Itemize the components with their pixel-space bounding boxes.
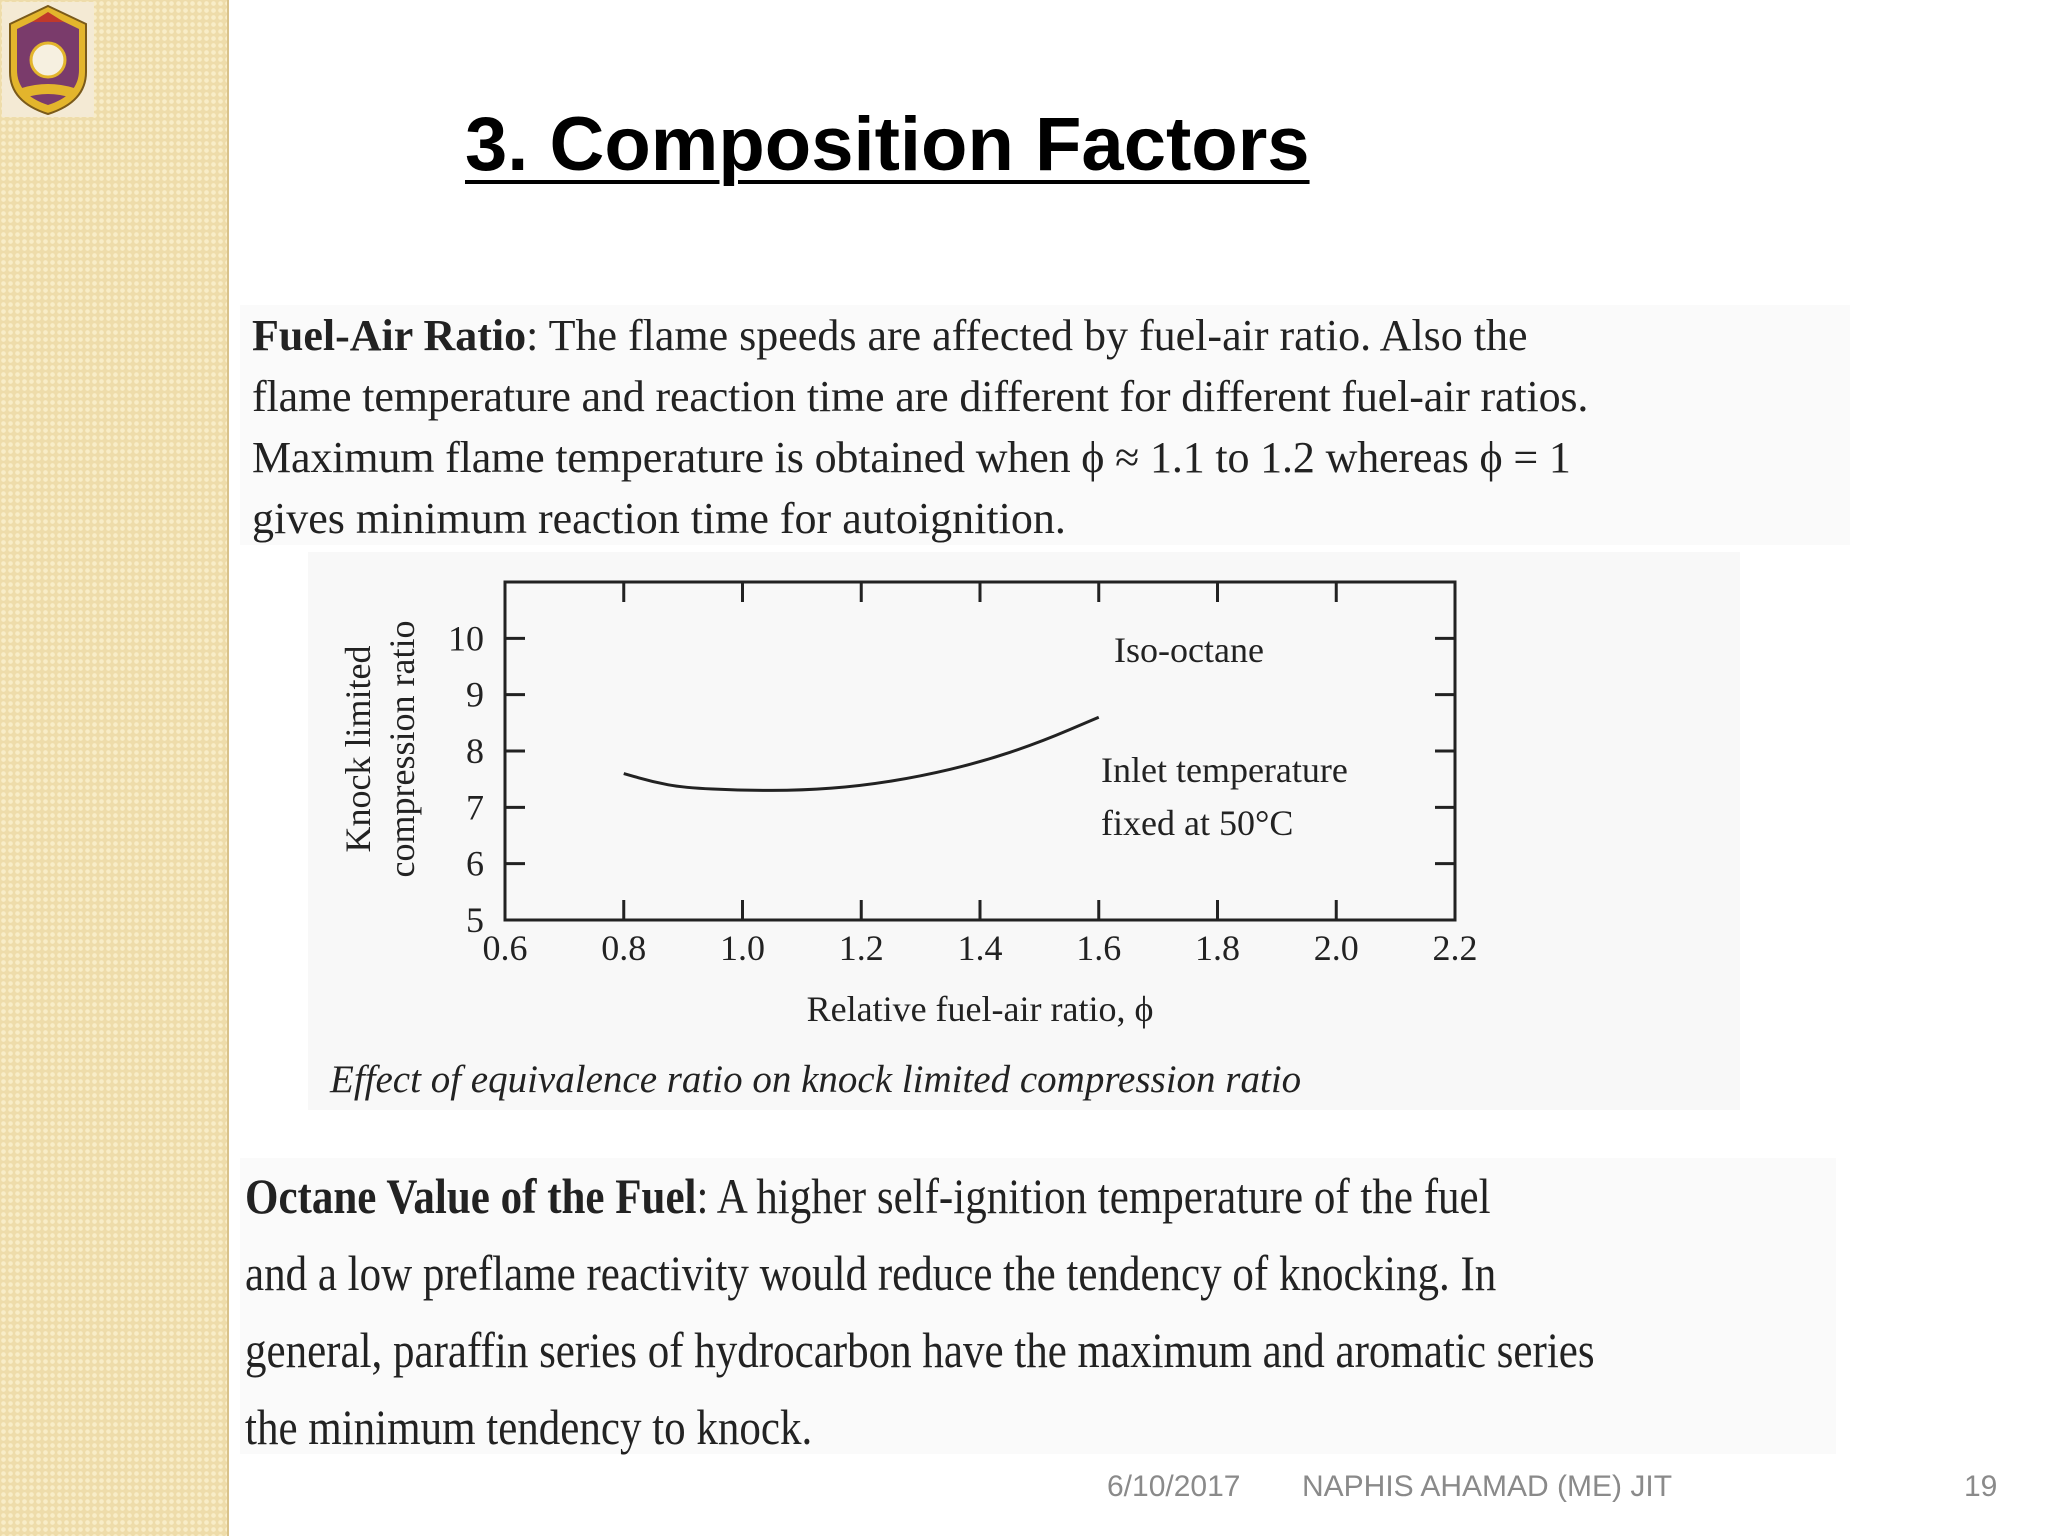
y-tick-label: 10 [448,618,484,658]
paragraph-line: the minimum tendency to knock. [245,1399,813,1455]
x-tick-label: 0.8 [601,928,646,968]
x-tick-label: 2.2 [1433,928,1478,968]
octane-value-paragraph: Octane Value of the Fuel: A higher self-… [240,1158,1836,1455]
x-tick-label: 2.0 [1314,928,1359,968]
slide-number: 19 [1964,1470,1998,1503]
fuel-air-ratio-paragraph: Fuel-Air Ratio: The flame speeds are aff… [240,305,1850,545]
paragraph-line: Maximum flame temperature is obtained wh… [252,433,1571,482]
knock-chart: 0.6 0.8 1.0 1.2 1.4 1.6 1.8 2.0 2.2 5 6 7 8 9 10 Iso-… [329,580,1478,1101]
paragraph-term: Fuel-Air Ratio [252,311,527,360]
paragraph-line: Fuel-Air Ratio: The flame speeds are aff… [252,305,1850,366]
paragraph-line: gives minimum reaction time for autoigni… [252,494,1066,543]
slide-title: 3. Composition Factors [465,102,1310,187]
x-tick-label: 0.6 [483,928,528,968]
x-tick-label: 1.0 [720,928,765,968]
paragraph-line: flame temperature and reaction time are … [252,372,1589,421]
y-tick-label: 7 [466,787,484,827]
footer-date: 6/10/2017 [1107,1470,1241,1503]
x-tick-label: 1.8 [1195,928,1240,968]
condition-annotation-line2: fixed at 50°C [1101,803,1293,843]
x-axis-label: Relative fuel-air ratio, ϕ [807,989,1154,1029]
x-tick-label: 1.2 [839,928,884,968]
paragraph-line: and a low preflame reactivity would redu… [245,1245,1497,1301]
x-axis-ticks: 0.6 0.8 1.0 1.2 1.4 1.6 1.8 2.0 2.2 [483,582,1478,968]
x-tick-label: 1.6 [1076,928,1121,968]
chart-caption: Effect of equivalence ratio on knock lim… [329,1058,1301,1101]
y-tick-label: 6 [466,844,484,884]
x-tick-label: 1.4 [958,928,1003,968]
y-axis-label-line2: compression ratio [382,621,422,878]
college-logo [2,2,94,117]
y-axis-ticks: 5 6 7 8 9 10 [448,618,1455,940]
paragraph-term: Octane Value of the Fuel [245,1168,697,1224]
fuel-annotation: Iso-octane [1114,630,1264,670]
knock-limit-curve [623,715,1100,792]
y-tick-label: 8 [466,731,484,771]
footer-author: NAPHIS AHAMAD (ME) JIT [1302,1470,1673,1503]
decorative-sidebar [0,0,227,1536]
y-tick-label: 9 [466,675,484,715]
paragraph-text: : A higher self-ignition temperature of … [696,1168,1491,1224]
paragraph-line: Octane Value of the Fuel: A higher self-… [245,1158,1613,1235]
knock-chart-figure: 0.6 0.8 1.0 1.2 1.4 1.6 1.8 2.0 2.2 5 6 7 8 9 10 Iso-… [308,552,1740,1110]
condition-annotation-line1: Inlet temperature [1101,750,1348,790]
y-tick-label: 5 [466,900,484,940]
sidebar-divider [227,0,229,1536]
paragraph-text: : The flame speeds are affected by fuel-… [526,311,1528,360]
paragraph-line: general, paraffin series of hydrocarbon … [245,1322,1595,1378]
y-axis-label-line1: Knock limited [338,646,378,853]
